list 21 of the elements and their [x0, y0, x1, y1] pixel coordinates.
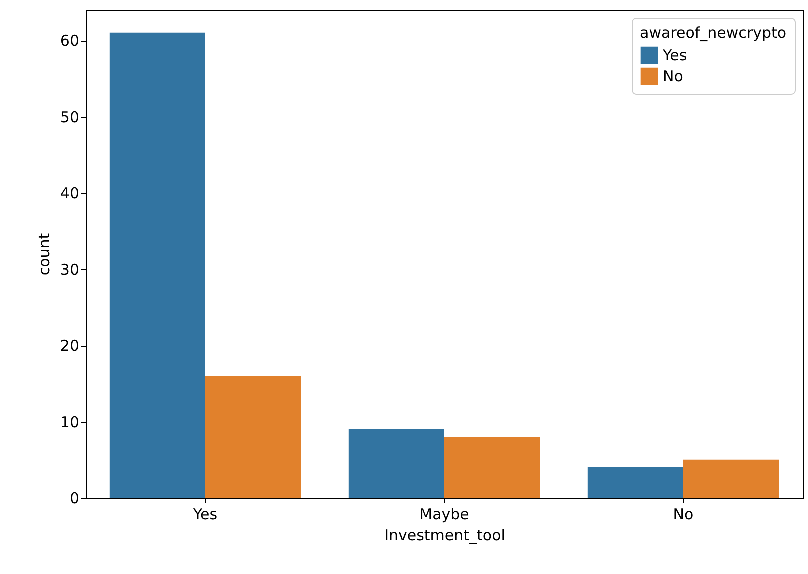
y-tick-label: 20 — [60, 337, 80, 355]
legend-label: No — [663, 68, 684, 86]
y-axis-title: count — [35, 233, 54, 276]
x-tick-label: No — [673, 506, 694, 524]
y-tick-label: 30 — [60, 260, 80, 279]
bar — [588, 468, 684, 498]
y-tick-label: 40 — [60, 184, 80, 202]
bar — [684, 460, 780, 498]
bar — [206, 376, 302, 498]
x-axis-title: Investment_tool — [384, 526, 506, 544]
x-tick-label: Maybe — [420, 506, 470, 524]
bar — [110, 32, 206, 498]
y-tick-label: 60 — [60, 32, 80, 50]
y-tick-label: 50 — [60, 108, 80, 126]
bar — [348, 429, 444, 498]
y-tick-label: 0 — [70, 490, 80, 508]
y-tick-label: 10 — [60, 413, 80, 432]
bar — [444, 437, 540, 498]
x-tick-label: Yes — [192, 506, 218, 524]
legend-label: Yes — [662, 46, 688, 64]
legend-title: awareof_newcrypto — [640, 24, 787, 42]
